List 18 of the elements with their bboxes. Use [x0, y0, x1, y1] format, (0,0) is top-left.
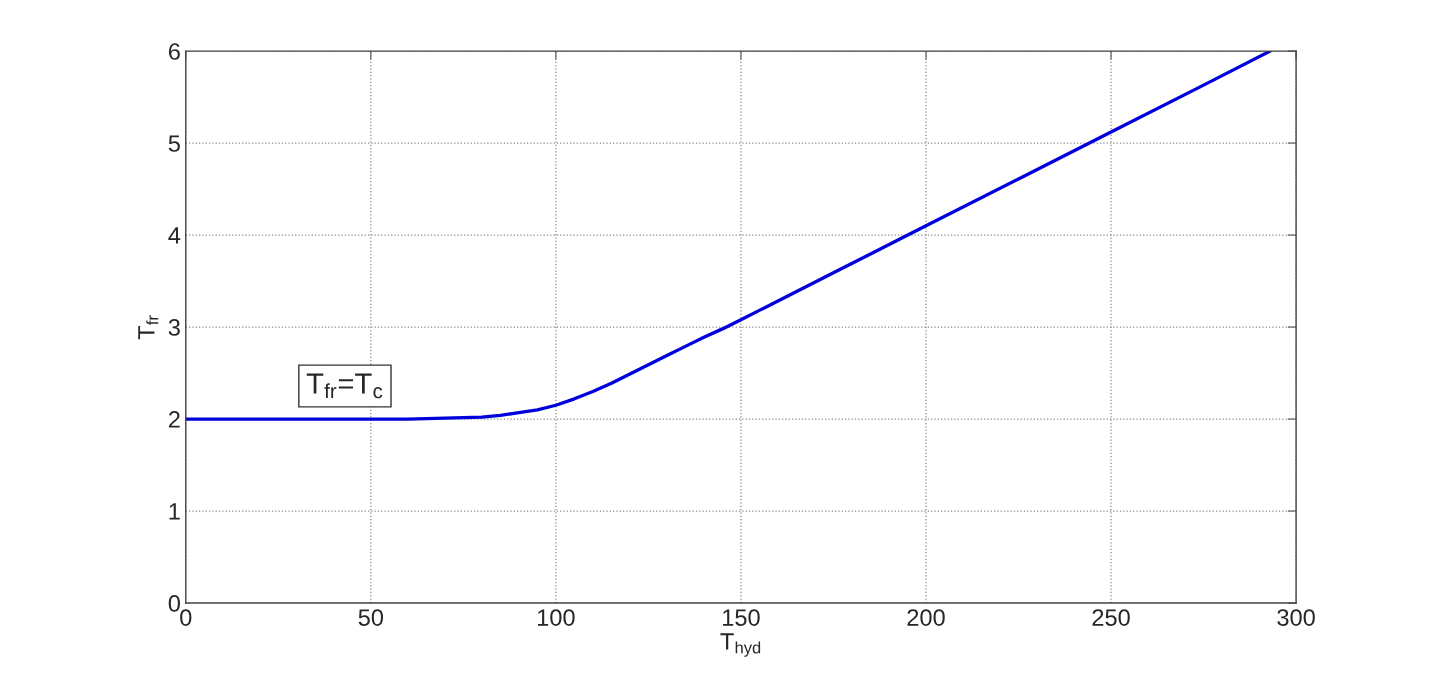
x-tick-label: 200 — [907, 609, 945, 626]
x-tick-label: 0 — [180, 609, 192, 626]
x-tick-label: 50 — [358, 609, 384, 626]
y-tick-label: 5 — [168, 135, 180, 152]
y-tick-label: 1 — [169, 503, 180, 520]
x-tick-label: 150 — [723, 609, 760, 626]
x-tick-label: 300 — [1277, 609, 1315, 626]
x-tick-label: 250 — [1092, 609, 1130, 626]
annotation: T$_{fr}$=T$_{c}$ — [306, 373, 383, 399]
y-tick-label: 4 — [168, 227, 181, 244]
y-axis-title: T$_{fr}$ — [138, 315, 159, 340]
line-series — [185, 51, 1272, 421]
y-tick-label: 0 — [168, 595, 180, 612]
y-tick-label: 6 — [168, 43, 180, 60]
y-tick-label: 3 — [168, 319, 180, 336]
x-tick-label: 100 — [537, 609, 575, 626]
x-axis-title: T$_{hyd}$ — [720, 633, 761, 657]
y-tick-label: 2 — [168, 411, 180, 428]
